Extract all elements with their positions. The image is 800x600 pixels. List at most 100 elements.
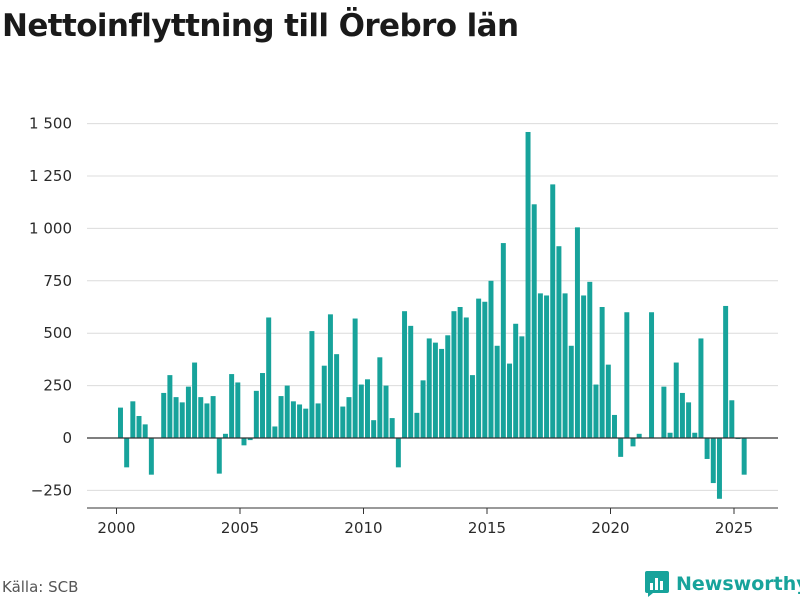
bar [229, 374, 235, 438]
bar [482, 301, 488, 438]
bar-chart-logo-icon [645, 571, 669, 597]
bar [593, 384, 599, 438]
bar [550, 184, 556, 438]
bar [618, 438, 624, 457]
bar [463, 317, 469, 438]
bar [432, 342, 438, 438]
bar [241, 438, 247, 446]
bar [321, 365, 327, 438]
x-tick-label: 2000 [97, 519, 135, 537]
bar [698, 338, 704, 438]
bar [148, 438, 154, 475]
bar [371, 420, 377, 438]
bar [525, 131, 531, 438]
bar [272, 426, 278, 438]
bar [488, 280, 494, 438]
bar [179, 402, 185, 438]
bar [303, 408, 309, 438]
bar [290, 401, 296, 438]
bar [729, 400, 735, 438]
bar [278, 396, 284, 438]
bar [704, 438, 710, 459]
bar [235, 382, 241, 438]
bar [352, 318, 358, 438]
bar [297, 404, 303, 438]
bar [457, 307, 463, 438]
bar [544, 295, 550, 438]
bar [562, 293, 568, 438]
bar [605, 364, 611, 438]
bar [568, 345, 574, 438]
bar [383, 385, 389, 438]
bar [679, 392, 685, 438]
bar [581, 295, 587, 438]
bar [716, 438, 722, 499]
bar [266, 317, 272, 438]
bar [124, 438, 130, 468]
bar [420, 380, 426, 438]
brand-logo: Newsworthy [644, 570, 800, 598]
bar [216, 438, 222, 474]
bar [414, 412, 420, 438]
bar [260, 373, 265, 438]
bar [315, 403, 321, 438]
source-note: Källa: SCB [2, 578, 79, 596]
y-tick-label: 750 [43, 272, 72, 290]
bar [247, 438, 253, 441]
bar [346, 397, 352, 438]
bar [204, 403, 210, 438]
bar [136, 415, 142, 438]
bar [531, 204, 537, 438]
bar [741, 438, 747, 475]
bar [334, 354, 340, 438]
bar [661, 386, 667, 438]
bar [284, 385, 290, 438]
bar [210, 396, 216, 438]
y-tick-label: 1 500 [29, 115, 72, 133]
bar [624, 312, 630, 438]
bar [173, 397, 179, 438]
y-tick-label: 250 [43, 377, 72, 395]
bar [673, 362, 679, 438]
bar [340, 406, 346, 438]
bar [513, 323, 519, 438]
bar [556, 246, 562, 438]
x-tick-label: 2005 [221, 519, 259, 537]
bar [587, 281, 593, 438]
bar [185, 386, 191, 438]
y-tick-label: 1 250 [29, 167, 72, 185]
bar [667, 432, 673, 438]
bar [377, 357, 383, 438]
bar [130, 401, 136, 438]
bar [519, 336, 525, 438]
bar [630, 438, 636, 447]
x-tick-label: 2010 [344, 519, 382, 537]
bar [612, 414, 617, 438]
x-tick-label: 2015 [468, 519, 506, 537]
brand-name: Newsworthy [676, 573, 800, 595]
x-tick-label: 2025 [715, 519, 753, 537]
bar [476, 298, 482, 438]
bar [161, 392, 167, 438]
y-tick-label: 500 [43, 324, 72, 342]
chart-title: Nettoinflyttning till Örebro län [2, 8, 519, 44]
axes: −250 0 250 500 750 1 000 1 250 1 500 2000 2005 201… [29, 115, 778, 537]
gridlines [87, 123, 778, 491]
bar [327, 314, 333, 438]
y-tick-label: −250 [31, 481, 72, 499]
bar [574, 227, 580, 438]
bar [494, 345, 500, 438]
bar [692, 432, 698, 438]
bar [686, 402, 692, 438]
y-tick-label: 0 [62, 429, 72, 447]
bar [439, 348, 445, 438]
bar [426, 338, 432, 438]
y-tick-label: 1 000 [29, 219, 72, 237]
bar [599, 307, 605, 438]
bar [167, 375, 173, 438]
bar [402, 311, 408, 438]
bar [118, 407, 123, 438]
bar [253, 390, 259, 438]
bar [469, 375, 475, 438]
bar [451, 311, 457, 438]
